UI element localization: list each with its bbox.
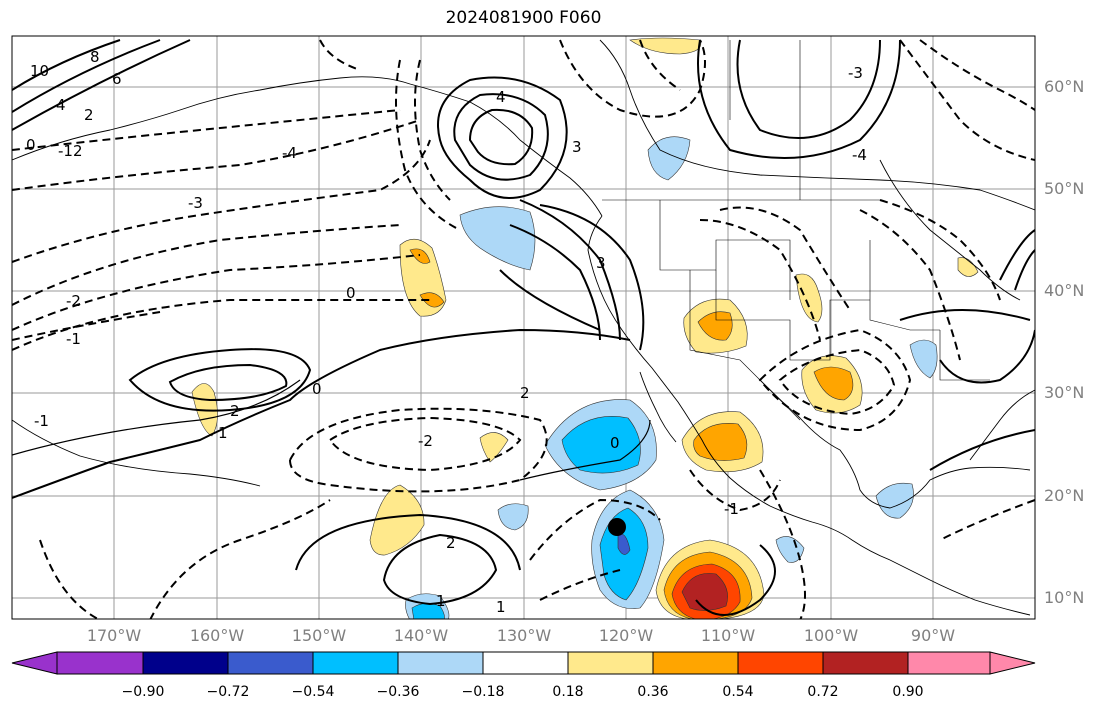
contour-label: -2 xyxy=(66,292,81,310)
height-contours-negative xyxy=(12,39,1035,619)
contour-label: -4 xyxy=(852,146,867,164)
contour-label: -12 xyxy=(58,142,83,160)
contour-label: 10 xyxy=(30,62,49,80)
contour-label: -4 xyxy=(282,144,297,162)
colorbar-segment xyxy=(737,651,824,675)
contour-label: -1 xyxy=(66,330,81,348)
map-title: 2024081900 F060 xyxy=(445,8,602,28)
colorbar-segment xyxy=(227,651,314,675)
colorbar-tick-label: 0.90 xyxy=(892,684,924,700)
contour-label: -3 xyxy=(188,194,203,212)
contour-label: 2 xyxy=(446,534,456,552)
colorbar-tick-label: 0.18 xyxy=(552,684,584,700)
longitude-label: 140°W xyxy=(393,626,449,645)
colorbar-segment xyxy=(142,651,229,675)
contour-label: 1 xyxy=(496,598,506,616)
latitude-label: 40°N xyxy=(1044,281,1085,300)
contour-label: 0 xyxy=(312,380,322,398)
latitude-label: 60°N xyxy=(1044,77,1085,96)
colorbar-tick-label: −0.90 xyxy=(121,684,165,700)
longitude-label: 90°W xyxy=(910,626,956,645)
colorbar-segment xyxy=(56,651,144,675)
height-contours-positive xyxy=(12,39,1035,616)
latitude-label: 50°N xyxy=(1044,179,1085,198)
colorbar-segment xyxy=(567,651,654,675)
longitude-label: 150°W xyxy=(291,626,347,645)
zero-contour xyxy=(12,379,651,481)
contour-label: 6 xyxy=(112,70,122,88)
colorbar-segment xyxy=(312,651,399,675)
colorbar xyxy=(11,651,1036,675)
coastlines xyxy=(12,39,1035,616)
colorbar-segment xyxy=(397,651,484,675)
colorbar-tick-label: −0.36 xyxy=(376,684,420,700)
contour-label: 0 xyxy=(346,284,356,302)
political-borders xyxy=(602,40,990,421)
contour-label: 2 xyxy=(84,106,94,124)
contour-label: 4 xyxy=(496,88,506,106)
colorbar-segment xyxy=(907,651,991,675)
contour-label: 2 xyxy=(520,384,530,402)
colorbar-tick-label: −0.72 xyxy=(206,684,250,700)
colorbar-segment xyxy=(989,651,1036,675)
latitude-label: 20°N xyxy=(1044,486,1085,505)
contour-label: -1 xyxy=(34,412,49,430)
longitude-label: 160°W xyxy=(189,626,245,645)
contour-label: -2 xyxy=(418,432,433,450)
latitude-label: 30°N xyxy=(1044,383,1085,402)
contour-label: 3 xyxy=(572,138,582,156)
colorbar-tick-label: 0.54 xyxy=(722,684,754,700)
lat-lon-grid xyxy=(12,36,1035,619)
colorbar-tick-label: 0.72 xyxy=(807,684,839,700)
latitude-label: 10°N xyxy=(1044,588,1085,607)
longitude-label: 110°W xyxy=(700,626,756,645)
contour-label: 8 xyxy=(90,48,100,66)
colorbar-tick-label: −0.18 xyxy=(461,684,505,700)
contour-label: -1 xyxy=(724,500,739,518)
contour-label: 3 xyxy=(596,254,606,272)
contour-label: 0 xyxy=(610,434,620,452)
contour-label: 0 xyxy=(26,136,36,154)
colorbar-tick-label: −0.54 xyxy=(291,684,335,700)
longitude-label: 130°W xyxy=(496,626,552,645)
colorbar-segment xyxy=(11,651,58,675)
contour-label: -3 xyxy=(848,64,863,82)
contour-label: 2 xyxy=(230,402,240,420)
colorbar-segment xyxy=(652,651,739,675)
colorbar-segment xyxy=(822,651,909,675)
colorbar-tick-label: 0.36 xyxy=(637,684,669,700)
contour-label: 4 xyxy=(56,96,66,114)
contour-label: 1 xyxy=(436,592,446,610)
shaded-anomalies xyxy=(191,37,979,619)
storm-marker xyxy=(608,518,626,536)
longitude-label: 100°W xyxy=(803,626,859,645)
contour-label: 1 xyxy=(218,424,228,442)
plot-frame xyxy=(11,35,1036,620)
contour-label-group: 10 8 6 4 2 0 -1 -2 -3 -4 -12 2 3 1 -2 -1… xyxy=(26,48,867,616)
longitude-label: 120°W xyxy=(598,626,654,645)
longitude-label: 170°W xyxy=(86,626,142,645)
colorbar-segment xyxy=(482,651,569,675)
